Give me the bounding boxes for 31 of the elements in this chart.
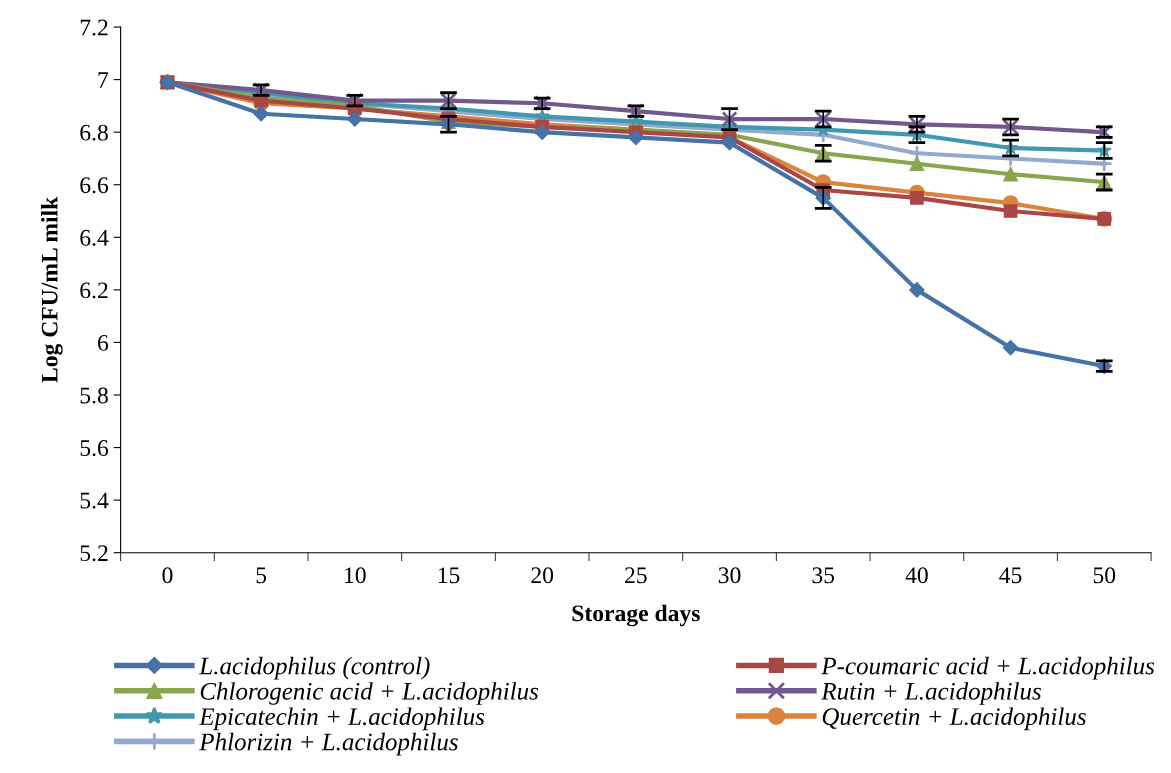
y-tick-label: 5.6 — [80, 440, 109, 457]
y-tick-label: 6.8 — [80, 124, 108, 141]
legend-label: Quercetin + L.acidophilus — [822, 707, 1086, 731]
legend-label: Epicatechin + L.acidophilus — [199, 707, 485, 731]
y-tick-label: 5.2 — [80, 545, 108, 562]
x-axis-title: Storage days — [572, 604, 700, 627]
legend-label: Chlorogenic acid + L.acidophilus — [200, 682, 539, 705]
x-tick-label: 10 — [345, 567, 366, 584]
x-tick-label: 20 — [531, 567, 554, 584]
x-tick-label: 35 — [812, 567, 835, 584]
y-axis-title: Log CFU/mL milk — [41, 196, 63, 383]
x-tick-label: 45 — [999, 567, 1022, 584]
y-tick-label: 6.4 — [80, 229, 109, 246]
legend-label: Phlorizin + L.acidophilus — [199, 732, 458, 756]
y-tick-label: 7.2 — [80, 19, 108, 36]
x-tick-label: 15 — [438, 567, 460, 584]
x-tick-label: 25 — [625, 567, 647, 584]
y-tick-label: 6 — [98, 335, 109, 351]
legend-label: P-coumaric acid + L.acidophilus — [821, 656, 1155, 680]
x-tick-label: 50 — [1093, 567, 1116, 584]
x-tick-label: 5 — [256, 567, 267, 584]
x-tick-label: 0 — [162, 567, 173, 584]
x-tick-label: 40 — [905, 567, 928, 584]
y-tick-label: 7 — [98, 72, 109, 88]
legend-label: Rutin + L.acidophilus — [821, 682, 1041, 705]
y-tick-label: 5.4 — [80, 492, 109, 509]
y-tick-label: 5.8 — [80, 387, 108, 404]
y-tick-label: 6.2 — [80, 282, 108, 299]
legend-label: L.acidophilus (control) — [199, 656, 430, 680]
x-tick-label: 30 — [718, 567, 741, 584]
y-tick-label: 6.6 — [80, 177, 109, 194]
